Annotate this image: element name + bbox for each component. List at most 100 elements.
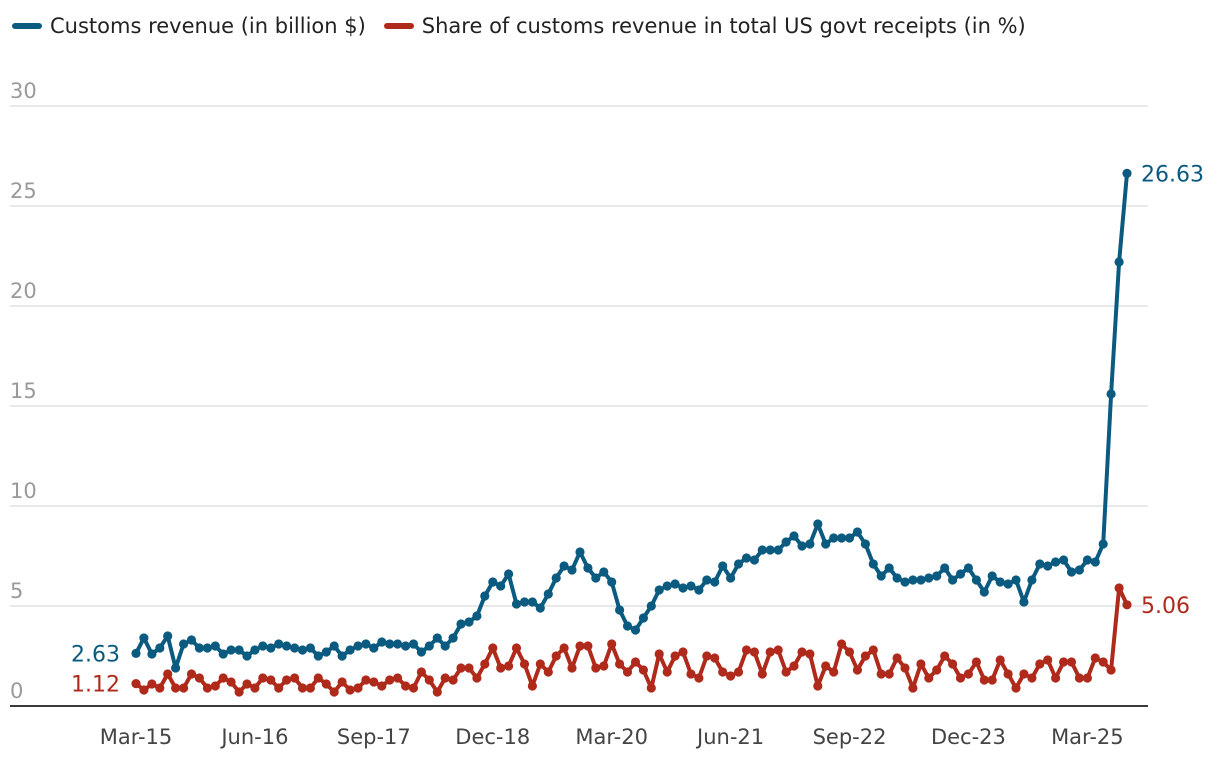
data-point — [393, 639, 403, 649]
data-point — [464, 663, 474, 673]
data-point — [527, 681, 538, 691]
data-point — [353, 641, 363, 651]
data-point — [1051, 673, 1061, 683]
data-point — [821, 661, 831, 671]
data-point — [837, 639, 847, 649]
data-point — [638, 665, 649, 675]
data-point — [868, 559, 878, 569]
y-axis-ticks: 0 5 10 15 20 25 30 — [10, 79, 37, 703]
data-point — [369, 643, 379, 653]
data-point — [202, 643, 212, 653]
data-point — [282, 675, 292, 685]
legend-item-customs-share: Share of customs revenue in total US gov… — [383, 14, 1026, 38]
data-point — [876, 571, 886, 581]
data-point — [242, 679, 252, 689]
data-point — [757, 545, 767, 555]
x-tick-label: Mar-15 — [100, 725, 173, 749]
data-point — [829, 533, 839, 543]
data-point — [607, 577, 617, 587]
data-point — [385, 675, 395, 685]
data-point — [266, 675, 276, 685]
data-point — [718, 667, 728, 677]
data-point — [171, 683, 181, 693]
data-point — [646, 683, 656, 693]
data-point — [718, 561, 728, 571]
x-tick-label: Mar-25 — [1051, 725, 1124, 749]
data-point — [884, 563, 894, 573]
data-point — [789, 531, 799, 541]
data-point — [741, 645, 752, 655]
data-point — [186, 635, 197, 645]
data-point — [908, 575, 918, 585]
data-point — [305, 643, 315, 653]
data-point — [496, 581, 506, 591]
legend-label-customs-revenue: Customs revenue (in billion $) — [50, 14, 366, 38]
data-point — [971, 657, 982, 667]
data-point — [940, 651, 950, 661]
data-point — [622, 621, 633, 631]
data-point — [654, 649, 664, 659]
x-tick-label: Sep-22 — [813, 725, 887, 749]
y-tick-label: 10 — [10, 479, 37, 503]
data-point — [1090, 557, 1100, 567]
series-line — [134, 171, 1129, 670]
data-point — [432, 633, 442, 643]
data-point — [535, 659, 545, 669]
data-point — [1122, 168, 1132, 178]
data-point — [1106, 389, 1116, 399]
start-value-label: 1.12 — [71, 673, 120, 698]
data-point — [147, 679, 157, 689]
data-point — [813, 519, 823, 529]
legend-item-customs-revenue: Customs revenue (in billion $) — [12, 14, 366, 38]
data-point — [773, 545, 783, 555]
data-point — [805, 649, 815, 659]
data-point — [290, 643, 300, 653]
data-point — [408, 683, 419, 693]
data-point — [987, 571, 997, 581]
data-point — [274, 639, 284, 649]
data-point — [234, 687, 244, 697]
data-point — [813, 681, 823, 691]
data-point — [924, 673, 934, 683]
data-point — [583, 563, 593, 573]
x-tick-label: Dec-18 — [455, 725, 530, 749]
data-point — [694, 673, 704, 683]
series-customs-revenue — [131, 168, 1132, 673]
data-point — [710, 577, 720, 587]
data-point — [773, 645, 783, 655]
data-point — [250, 683, 260, 693]
data-point — [329, 641, 339, 651]
data-point — [892, 573, 902, 583]
data-point — [868, 645, 878, 655]
data-point — [527, 597, 538, 607]
data-point — [305, 683, 315, 693]
data-point — [948, 659, 958, 669]
data-point — [313, 651, 323, 661]
data-point — [448, 675, 458, 685]
start-value-label: 2.63 — [71, 642, 120, 667]
data-point — [511, 599, 522, 609]
data-point — [908, 683, 918, 693]
data-point — [250, 645, 260, 655]
data-point — [591, 663, 601, 673]
data-point — [1114, 257, 1124, 267]
data-point — [543, 589, 553, 599]
data-point — [829, 667, 839, 677]
data-point — [210, 681, 220, 691]
data-point — [440, 673, 450, 683]
data-point — [1051, 557, 1061, 567]
data-point — [662, 667, 672, 677]
data-point — [884, 669, 894, 679]
data-point — [852, 665, 863, 675]
data-point — [337, 677, 347, 687]
data-point — [1114, 583, 1124, 593]
data-point — [876, 669, 886, 679]
data-point — [321, 647, 331, 657]
data-point — [456, 619, 466, 629]
data-point — [979, 587, 989, 597]
data-point — [995, 655, 1005, 665]
data-point — [932, 571, 942, 581]
data-point — [210, 641, 220, 651]
data-point — [678, 583, 688, 593]
